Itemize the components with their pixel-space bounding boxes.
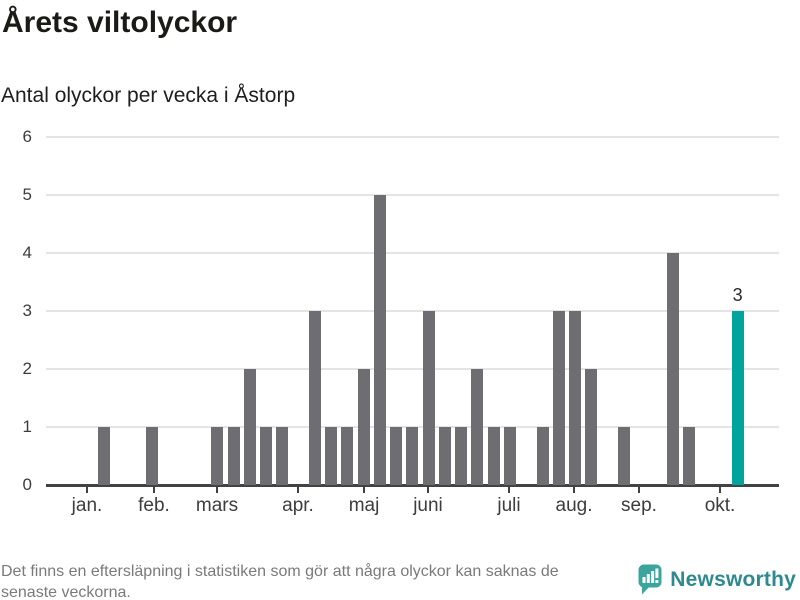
bar-week-36: [666, 253, 679, 485]
x-axis-label-okt: okt.: [704, 495, 736, 516]
x-tick-okt: [719, 486, 721, 493]
y-axis-label-3: 3: [22, 301, 32, 320]
chart-title: Årets viltolyckor: [2, 6, 238, 39]
bar-week-22: [438, 427, 451, 485]
y-axis-label-0: 0: [22, 475, 32, 494]
bar-chart-plot: 0 1 2 3 4 5 6 jan. feb. mars apr. maj juni juli aug. se…: [22, 127, 779, 516]
bar-week-1: [97, 427, 110, 485]
bar-week-37: [682, 427, 695, 485]
y-axis-label-1: 1: [22, 417, 32, 436]
bar-week-18: [373, 195, 386, 485]
bar-week-31: [585, 369, 598, 485]
bar-week-17: [357, 369, 370, 485]
bar-week-25: [487, 427, 500, 485]
gridline-3: [46, 310, 779, 312]
chart-footnote: Det finns en eftersläpning i statistiken…: [1, 561, 559, 600]
highlight-value-label: 3: [732, 285, 743, 305]
x-axis-label-juni: juni: [413, 495, 443, 516]
x-axis-label-juli: juli: [497, 495, 521, 516]
bar-week-28: [536, 427, 549, 485]
footnote-line-1: Det finns en eftersläpning i statistiken…: [1, 563, 559, 580]
x-axis-label-jan: jan.: [71, 495, 103, 516]
gridline-5: [46, 194, 779, 196]
bar-week-23: [455, 427, 468, 485]
chart-subtitle: Antal olyckor per vecka i Åstorp: [1, 84, 296, 107]
x-axis-label-maj: maj: [348, 495, 380, 516]
bar-week-26: [504, 427, 516, 485]
bar-week-29: [552, 311, 565, 485]
bar-week-12: [276, 427, 289, 485]
y-axis-label-4: 4: [22, 243, 32, 262]
x-tick-apr: [297, 486, 299, 493]
footnote-line-2: senaste veckorna.: [1, 584, 131, 600]
bar-week-19: [390, 427, 403, 485]
gridline-2: [46, 368, 779, 370]
bar-week-8: [211, 427, 224, 485]
x-tick-juli: [508, 486, 510, 493]
newsworthy-logo-text: Newsworthy: [670, 567, 796, 591]
x-axis-label-feb: feb.: [138, 495, 170, 516]
x-axis-label-aug: aug.: [555, 495, 593, 516]
x-tick-aug: [573, 486, 575, 493]
bar-week-21: [422, 311, 435, 485]
bar-week-10: [243, 369, 256, 485]
x-axis-label-sep: sep.: [621, 495, 657, 516]
y-axis-label-6: 6: [22, 127, 32, 146]
x-tick-feb: [153, 486, 155, 493]
bar-week-11: [260, 427, 273, 485]
newsworthy-logo: Newsworthy: [638, 564, 796, 595]
newsworthy-logo-icon: [638, 564, 662, 595]
bar-week-9: [227, 427, 240, 485]
y-axis-label-2: 2: [22, 359, 32, 378]
x-axis-line: [46, 484, 779, 487]
x-axis-label-mars: mars: [195, 495, 239, 516]
bar-week-33: [617, 427, 630, 485]
y-axis-label-5: 5: [22, 185, 32, 204]
bar-week-14: [308, 311, 321, 485]
bar-week-30: [569, 311, 582, 485]
gridline-6: [46, 136, 779, 138]
x-tick-maj: [363, 486, 365, 493]
gridline-4: [46, 252, 779, 254]
x-tick-jan: [86, 486, 88, 493]
x-tick-sep: [638, 486, 640, 493]
bar-week-16: [341, 427, 354, 485]
x-tick-mars: [216, 486, 218, 493]
bar-week-24: [471, 369, 484, 485]
bar-week-20: [406, 427, 419, 485]
bar-week-15: [325, 427, 338, 485]
bar-week-4: [146, 427, 159, 485]
x-axis-label-apr: apr.: [282, 495, 314, 516]
bar-week-40: [731, 311, 744, 485]
x-tick-juni: [427, 486, 429, 493]
